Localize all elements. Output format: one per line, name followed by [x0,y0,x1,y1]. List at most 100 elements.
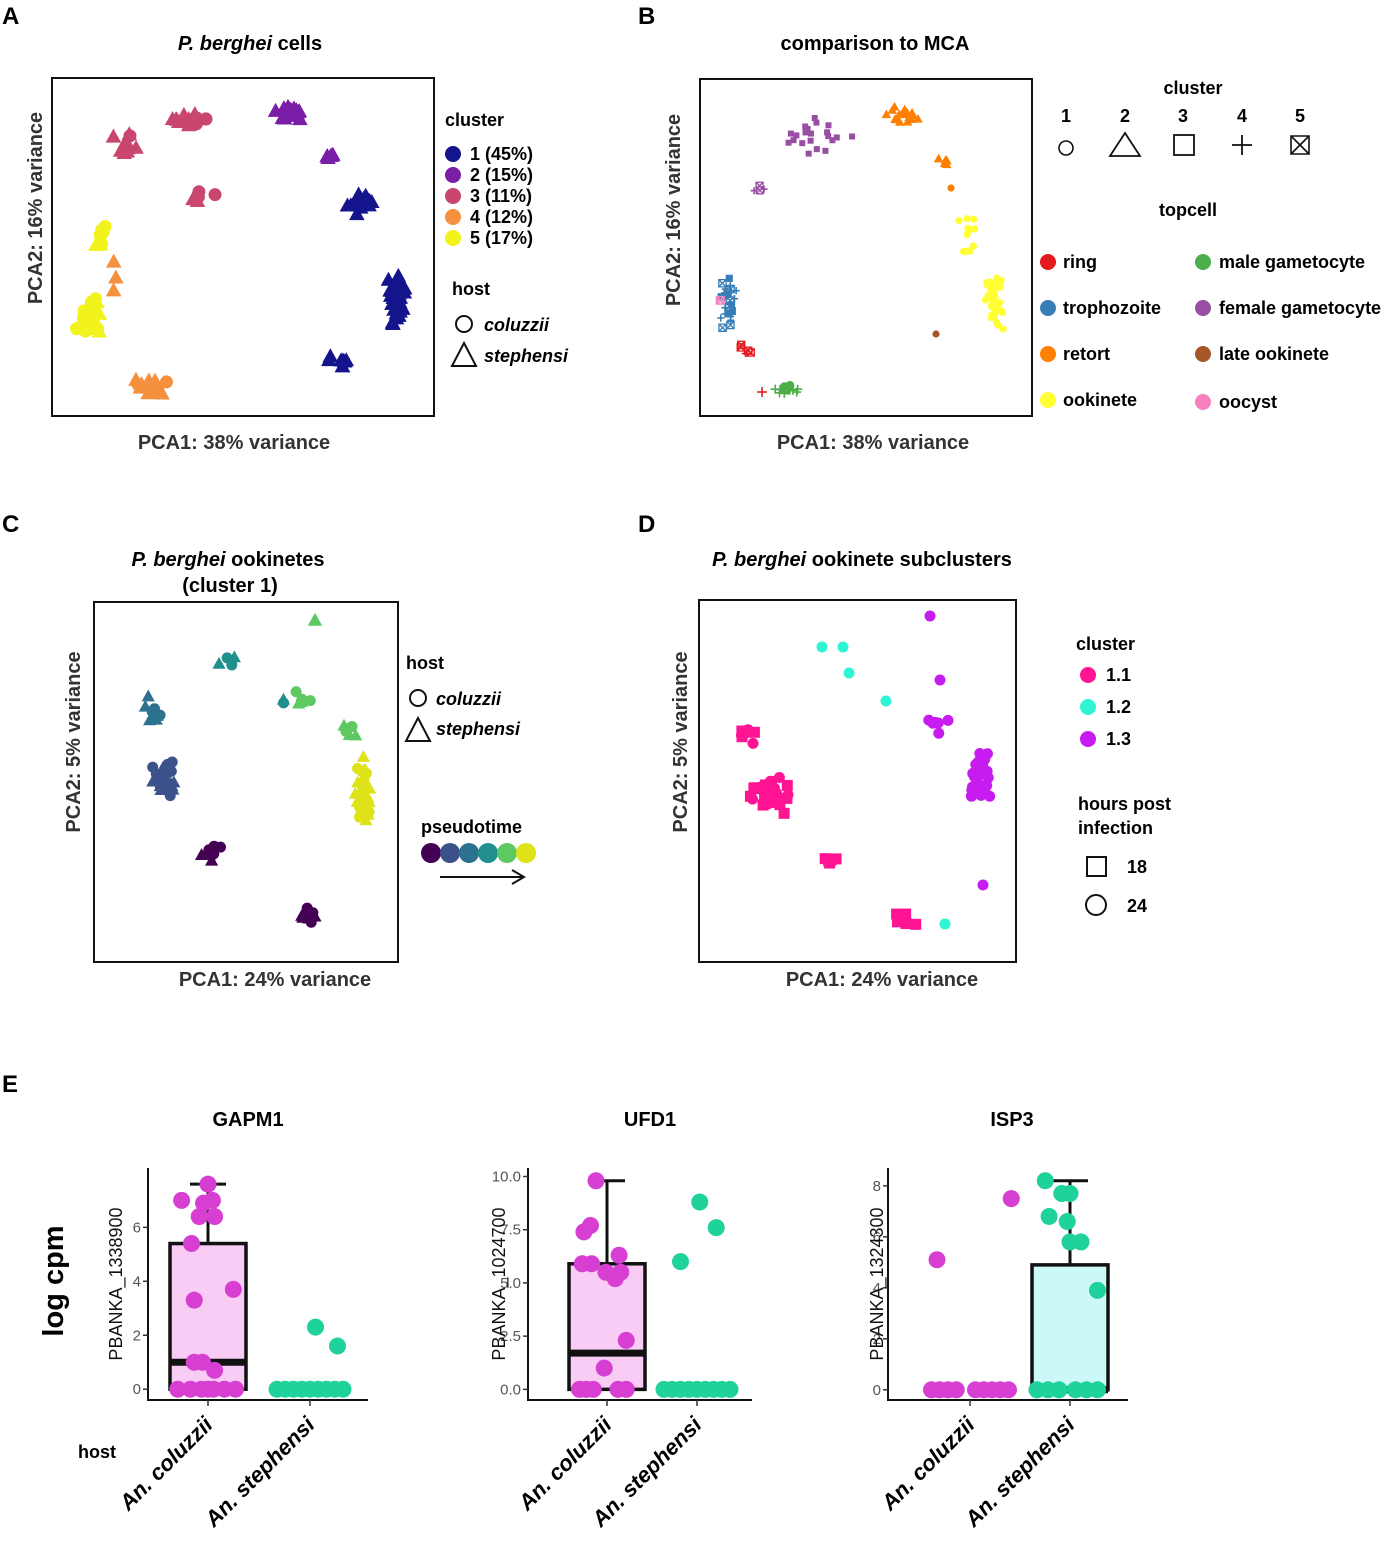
panel-d-title-rest: ookinete subclusters [806,549,1012,571]
panel-d-point [747,793,759,805]
panel-e-tick-label: 5.0 [500,1275,521,1292]
panel-a-legend-label-2: 2 (15%) [470,165,533,185]
panel-a-legend-label-3: 3 (11%) [470,186,532,206]
panel-e-point [194,1353,211,1371]
panel-e-tick-label: 2 [873,1331,881,1348]
panel-e-tick-label: 0.0 [500,1381,521,1398]
panel-c-plot-frame [93,601,399,963]
panel-c-legend-host-1: coluzzii [436,689,502,709]
panel-d-point [910,918,922,930]
panel-b-point [803,126,810,133]
panel-d-legend-hpi-title-line2: infection [1078,818,1153,838]
panel-e-point [707,1219,725,1237]
panel-a-legend-key-3 [445,188,461,204]
panel-d-legend-label-1-3: 1.3 [1106,729,1131,749]
panel-c-letter: C [2,511,19,538]
panel-e-axis [147,1168,368,1401]
panel-e-tick-label: 0 [873,1382,881,1399]
panel-e-point [169,1380,187,1398]
panel-a-point [267,102,284,117]
panel-e-axis [887,1168,1128,1401]
panel-e-tick-label: 2.5 [500,1328,521,1345]
panel-a-point [132,379,149,394]
panel-b-point [727,301,736,309]
panel-d-point [781,792,793,804]
panel-a-legend-cluster-title: cluster [445,110,504,130]
panel-b-point [833,134,840,141]
panel-c-point [208,841,220,853]
panel-b-point [718,323,727,332]
panel-c-point [276,692,291,705]
panel-b-point [904,112,914,122]
panel-b-legend-cluster-2: 2 [1120,106,1130,126]
panel-e-point [199,1175,217,1193]
panel-a-point [112,142,129,157]
panel-e-point [1072,1233,1090,1251]
panel-b-point [988,279,996,287]
panel-b-point [941,159,952,169]
panel-b-legend-label-ookinete: ookinete [1063,390,1137,410]
panel-a-legend-label-5: 5 (17%) [470,228,533,248]
panel-a-point [83,308,100,323]
panel-a-legend-key-4 [445,209,461,225]
panel-e-axis [527,1168,752,1401]
panel-a-legend-key-2 [445,167,461,183]
panel-a-point [382,282,398,297]
panel-c: C P. berghei ookinetes (cluster 1) PCA1:… [2,511,536,991]
panel-d-ylabel: PCA2: 5% variance [670,651,692,832]
panel-e-point [691,1193,709,1211]
panel-c-pseudotime-swatch [497,843,517,863]
panel-e-tick-label: 0 [133,1381,141,1398]
panel-d-legend-hpi-2: 24 [1127,896,1147,916]
panel-d-point [738,729,750,741]
panel-e-category-label: An. coluzzii [114,1411,219,1516]
panel-b-point [849,133,856,140]
panel-b-legend-label-male-gametocyte: male gametocyte [1219,252,1365,272]
panel-a-point [121,126,138,141]
panel-d-point [748,783,760,795]
panel-b-point [963,230,971,239]
panel-b-point [899,104,910,114]
panel-c-point [141,689,155,702]
panel-a-ylabel: PCA2: 16% variance [25,112,47,304]
panel-c-pseudotime-arrow-icon [511,869,526,885]
panel-c-pseudotime-swatch [440,843,460,863]
panel-b-legend-cluster-3: 3 [1178,106,1188,126]
panel-c-point [304,695,316,707]
panel-a-plot-frame [51,77,435,417]
panel-d-legend-hpi-1: 18 [1127,857,1147,877]
panel-b-legend-boxed-x-icon [1290,135,1310,155]
panel-b-legend-key-ookinete [1040,392,1056,408]
panel-a-legend-key-5 [445,230,461,246]
panel-b-point [721,304,729,312]
panel-c-title: P. berghei ookinetes [131,549,324,571]
panel-a-point [78,324,92,338]
panel-d-legend-label-1-2: 1.2 [1106,697,1131,717]
panel-e-point [329,1337,346,1355]
panel-d-legend-key-1-2 [1080,699,1096,715]
panel-d-legend-circle-icon [1085,894,1107,916]
panel-c-pseudotime-colors [421,843,536,863]
panel-b-point [811,115,818,122]
panel-c-legend-pseudotime-title: pseudotime [421,817,522,837]
panel-e-gene-label: PBANKA_1324300 [867,1207,888,1360]
panel-c-pseudotime-swatch [421,843,441,863]
panel-b-point [726,320,735,330]
panel-b-points [715,101,1007,398]
panel-d-point [899,912,911,924]
panel-b-point [755,181,764,190]
panel-c-ylabel: PCA2: 5% variance [63,651,85,832]
panel-e-xlabel: host [78,1442,116,1462]
panel-a-point [322,348,339,363]
panel-b-point [932,330,940,338]
panel-b-point [779,382,789,392]
panel-d-point [934,674,946,686]
panel-e-tick-label: 10.0 [492,1169,521,1186]
panel-b-point [728,307,736,316]
panel-c-legend-circle-icon [409,689,427,707]
panel-c-point [226,659,238,671]
panel-e-tick-label: 4 [873,1280,881,1297]
panel-b-point [724,290,732,298]
panel-e-tick-label: 8 [873,1178,881,1195]
